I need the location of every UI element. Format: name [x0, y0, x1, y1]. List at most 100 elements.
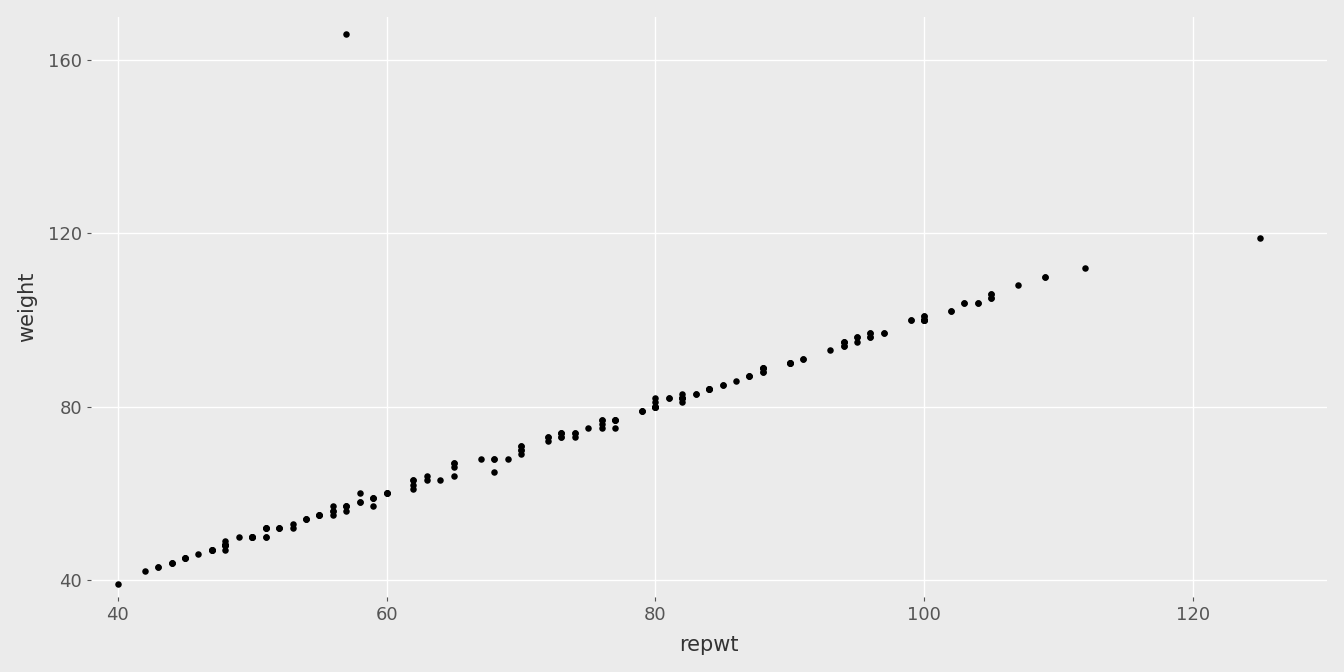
Point [255, 523, 277, 534]
Point [228, 531, 250, 542]
Point [645, 401, 667, 412]
Point [833, 336, 855, 347]
Point [793, 353, 814, 364]
Point [309, 509, 331, 520]
Point [484, 453, 505, 464]
Point [726, 375, 747, 386]
Point [215, 540, 237, 550]
Point [739, 371, 761, 382]
Point [645, 401, 667, 412]
Point [739, 371, 761, 382]
Point [712, 380, 734, 390]
Point [161, 557, 183, 568]
Point [538, 431, 559, 442]
Point [645, 401, 667, 412]
Point [444, 470, 465, 481]
Point [255, 523, 277, 534]
Point [833, 341, 855, 351]
Point [511, 440, 532, 451]
Point [282, 523, 304, 534]
Point [538, 431, 559, 442]
Point [215, 540, 237, 550]
Point [215, 536, 237, 546]
Point [551, 427, 573, 438]
Point [699, 384, 720, 394]
X-axis label: repwt: repwt [679, 635, 739, 655]
Point [672, 392, 694, 403]
Point [753, 362, 774, 373]
Point [753, 366, 774, 377]
Point [497, 453, 519, 464]
Point [954, 297, 976, 308]
Point [914, 314, 935, 325]
Point [591, 423, 613, 433]
Point [417, 475, 438, 486]
Point [215, 540, 237, 550]
Point [161, 557, 183, 568]
Point [215, 540, 237, 550]
Point [323, 509, 344, 520]
Point [564, 427, 586, 438]
Point [511, 449, 532, 460]
Point [954, 297, 976, 308]
Point [363, 492, 384, 503]
Point [296, 514, 317, 525]
Point [376, 488, 398, 499]
Point [202, 544, 223, 555]
Point [349, 497, 371, 507]
Point [833, 336, 855, 347]
Point [376, 488, 398, 499]
Point [914, 314, 935, 325]
Point [309, 509, 331, 520]
Point [403, 475, 425, 486]
Point [1035, 271, 1056, 282]
Point [255, 523, 277, 534]
Point [376, 488, 398, 499]
Point [753, 362, 774, 373]
Point [739, 371, 761, 382]
Point [511, 444, 532, 455]
Point [685, 388, 707, 399]
Point [444, 458, 465, 468]
Point [175, 553, 196, 564]
Point [484, 453, 505, 464]
Point [914, 314, 935, 325]
Point [309, 509, 331, 520]
Point [242, 531, 263, 542]
Point [551, 427, 573, 438]
Point [914, 314, 935, 325]
Point [511, 440, 532, 451]
Point [605, 423, 626, 433]
Point [215, 540, 237, 550]
Point [215, 540, 237, 550]
Point [672, 397, 694, 408]
Point [564, 431, 586, 442]
Point [484, 466, 505, 477]
Point [753, 362, 774, 373]
Point [417, 470, 438, 481]
Point [860, 327, 882, 338]
Point [780, 358, 801, 369]
Point [900, 314, 922, 325]
Point [685, 388, 707, 399]
Point [672, 388, 694, 399]
Point [1075, 263, 1097, 274]
Point [780, 358, 801, 369]
Point [336, 501, 358, 511]
Point [403, 475, 425, 486]
Point [605, 414, 626, 425]
Point [632, 405, 653, 416]
Point [914, 310, 935, 321]
Point [780, 358, 801, 369]
Point [968, 297, 989, 308]
Point [645, 401, 667, 412]
Point [349, 488, 371, 499]
Point [215, 540, 237, 550]
Point [255, 531, 277, 542]
Point [847, 332, 868, 343]
Point [444, 458, 465, 468]
Point [309, 509, 331, 520]
Point [363, 492, 384, 503]
Point [202, 544, 223, 555]
Point [349, 497, 371, 507]
